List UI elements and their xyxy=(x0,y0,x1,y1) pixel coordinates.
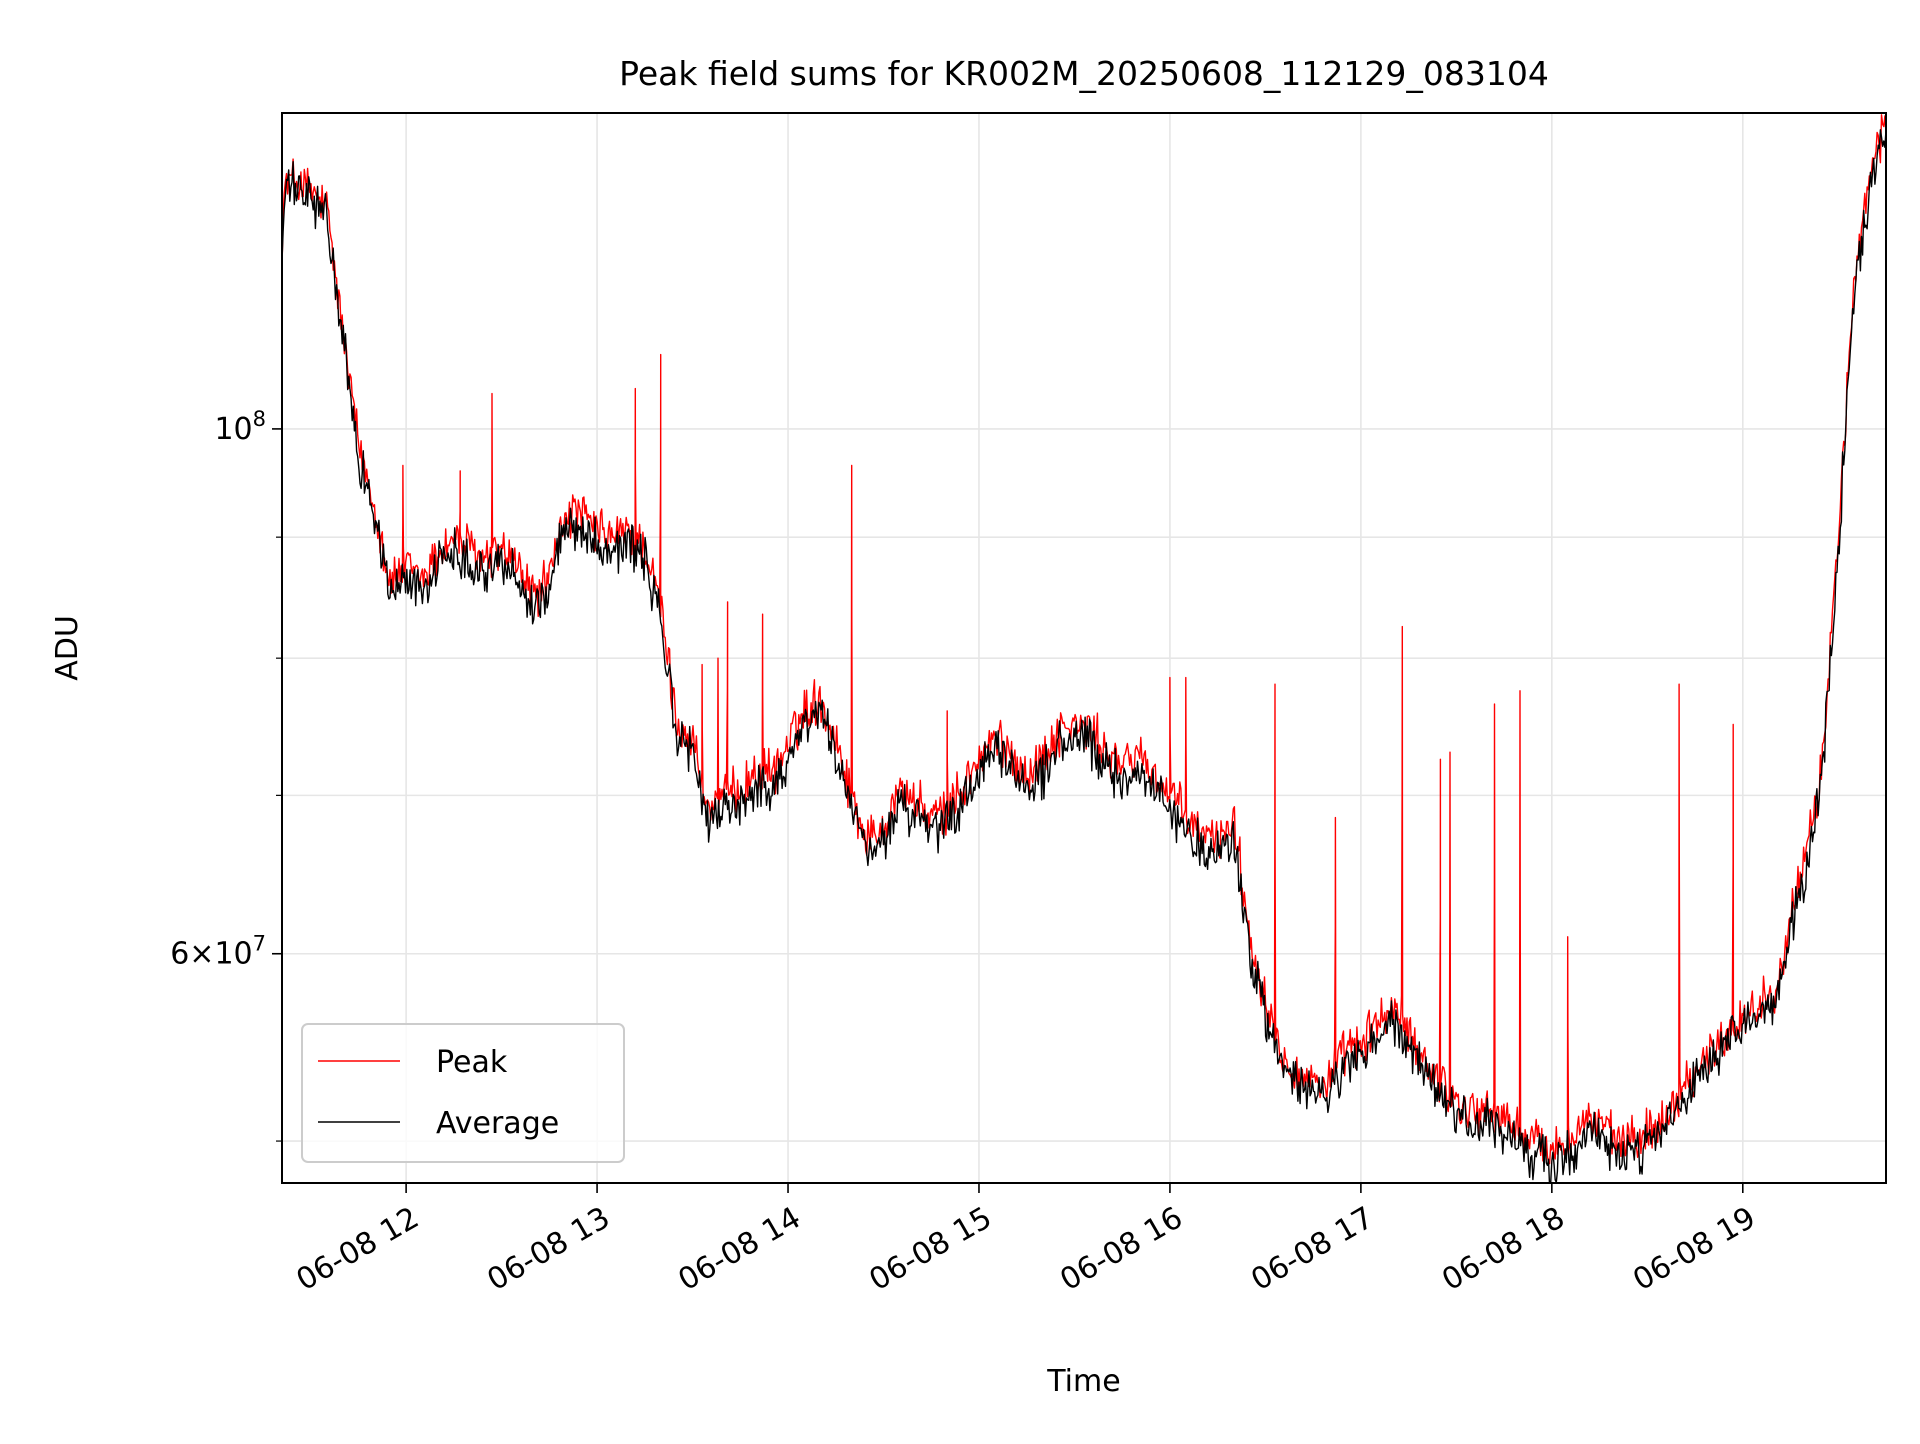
x-axis-label: Time xyxy=(1046,1364,1120,1399)
grid xyxy=(282,113,1886,1183)
legend-label-peak: Peak xyxy=(436,1045,508,1080)
legend: Peak Average xyxy=(301,1023,625,1163)
series-line-average xyxy=(282,129,1886,1183)
legend-box xyxy=(301,1023,625,1163)
series-lines xyxy=(282,114,1886,1183)
y-tick-label: 108 xyxy=(214,407,266,447)
y-tick-label: 6×107 xyxy=(170,932,266,972)
plot-frame xyxy=(281,112,1887,1184)
chart-title: Peak field sums for KR002M_20250608_1121… xyxy=(619,54,1549,93)
y-axis-label: ADU xyxy=(50,615,85,681)
legend-label-average: Average xyxy=(436,1106,559,1141)
